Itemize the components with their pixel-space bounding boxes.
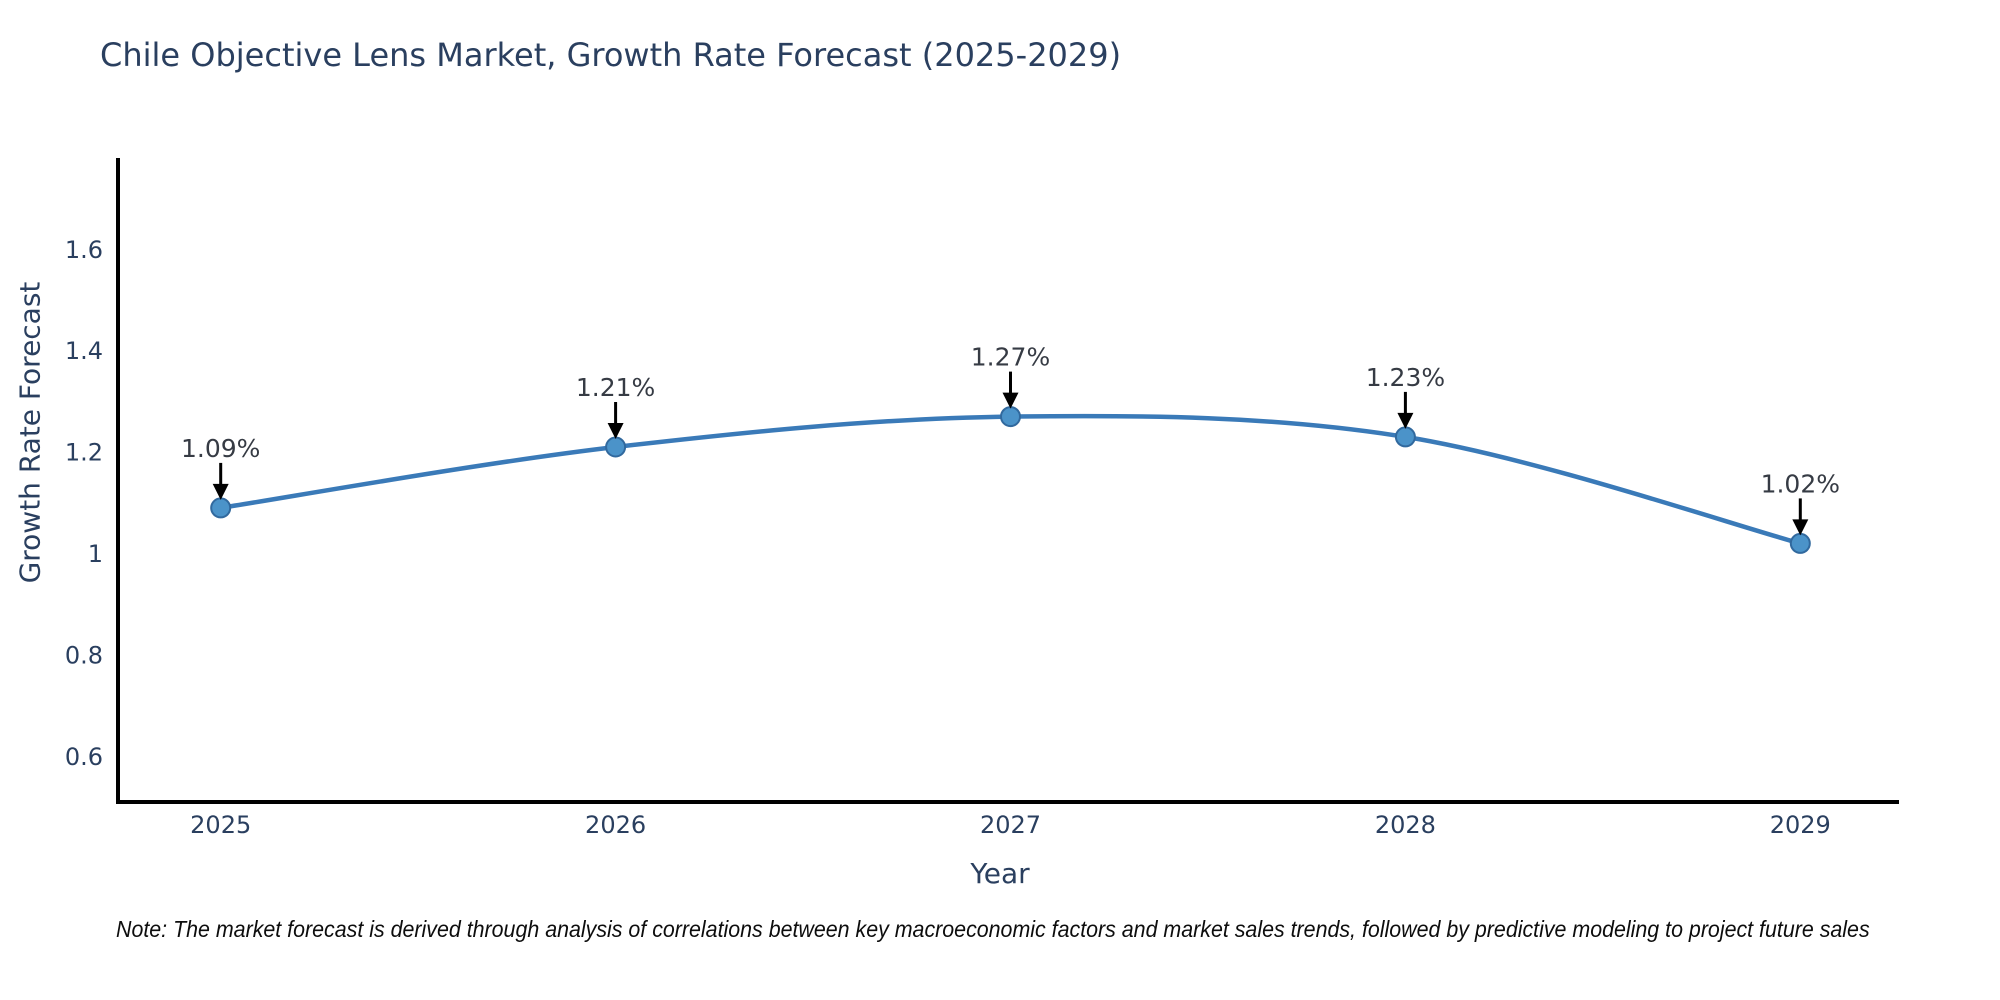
annotation-arrowhead [1002, 392, 1019, 409]
annotation-arrowhead [1397, 412, 1414, 429]
annotation-label: 1.09% [181, 434, 260, 463]
annotation-label: 1.21% [576, 373, 655, 402]
annotation-label: 1.27% [971, 343, 1050, 372]
annotation-label: 1.23% [1366, 363, 1445, 392]
data-point-marker [210, 497, 232, 519]
x-axis-title: Year [970, 857, 1030, 890]
x-tick-label: 2029 [1770, 811, 1831, 839]
annotation-arrowhead [212, 483, 229, 500]
y-tick-label: 1.6 [65, 236, 103, 264]
y-tick-label: 1.4 [65, 337, 103, 365]
y-tick-label: 1 [88, 540, 103, 568]
y-tick-label: 0.6 [65, 743, 103, 771]
x-tick-label: 2025 [190, 811, 251, 839]
x-tick-label: 2027 [980, 811, 1041, 839]
data-point-marker [1789, 532, 1811, 554]
y-tick-label: 1.2 [65, 439, 103, 467]
axis-frame [116, 158, 1899, 804]
chart-title: Chile Objective Lens Market, Growth Rate… [100, 36, 1122, 74]
data-point-marker [1000, 406, 1021, 428]
annotation-arrowhead [1792, 519, 1809, 536]
data-point-marker [1394, 426, 1416, 448]
y-tick-label: 0.8 [65, 641, 103, 669]
x-tick-label: 2028 [1375, 811, 1436, 839]
series-line [218, 413, 1803, 546]
x-tick-label: 2026 [585, 811, 646, 839]
annotation-label: 1.02% [1761, 469, 1840, 498]
data-point-marker [605, 436, 627, 458]
annotation-arrowhead [607, 423, 624, 439]
footnote: Note: The market forecast is derived thr… [116, 916, 1870, 942]
